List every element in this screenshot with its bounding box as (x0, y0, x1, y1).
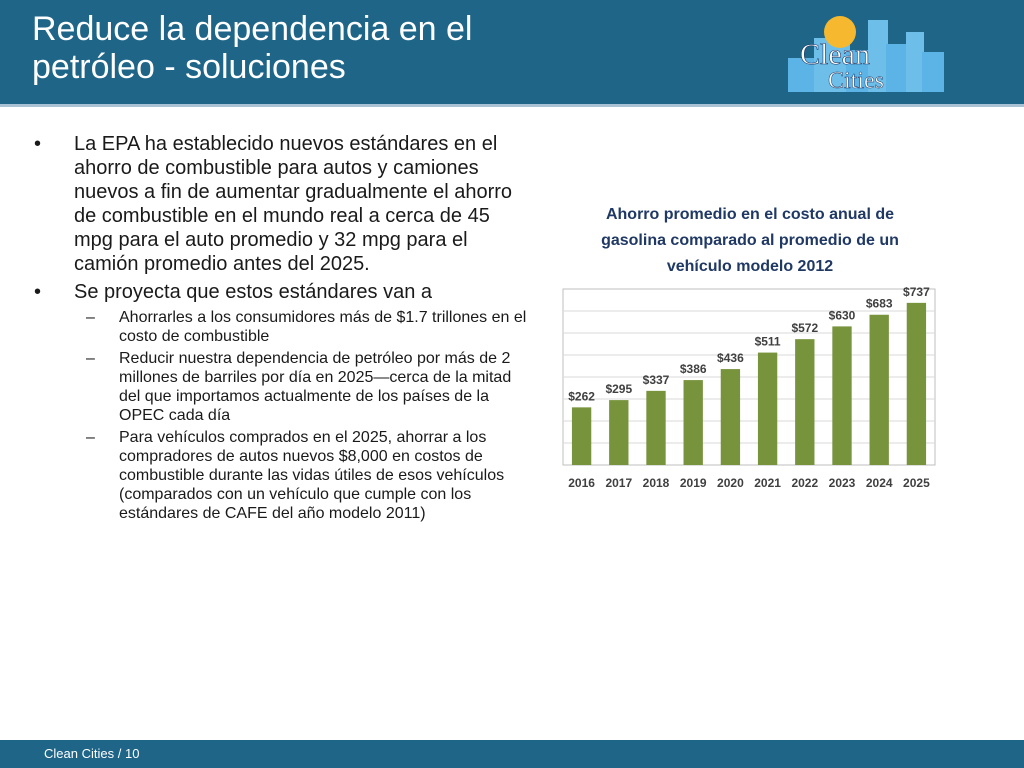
logo-building (922, 52, 944, 92)
chart-data-label: $262 (568, 389, 595, 403)
clean-cities-logo: Clean Cities (788, 16, 944, 94)
chart-bar (906, 302, 927, 465)
logo-sun (824, 16, 856, 48)
chart-bar (869, 314, 889, 465)
logo-building (906, 32, 924, 92)
logo-text-cities: Cities (828, 68, 884, 94)
chart-title-line: Ahorro promedio en el costo anual de (606, 206, 894, 223)
logo-text-clean: Clean (800, 38, 870, 71)
chart-bar (683, 380, 703, 465)
footer-label: Clean Cities (44, 746, 115, 761)
chart-data-label: $572 (791, 321, 818, 335)
chart-x-tick-label: 2019 (680, 476, 707, 490)
chart-data-label: $295 (605, 382, 632, 396)
chart-data-label: $436 (717, 351, 744, 365)
bullet-marker: • (34, 133, 42, 155)
chart-bar (646, 390, 666, 465)
footer-text: Clean Cities / 10 (44, 746, 139, 761)
chart-data-label: $683 (866, 297, 893, 311)
chart-x-tick-label: 2016 (568, 476, 595, 490)
page-number: 10 (124, 746, 140, 761)
chart-data-label: $386 (680, 362, 707, 376)
chart-bar (832, 326, 852, 465)
chart-bar (571, 407, 592, 465)
slide-title: Reduce la dependencia en el petróleo - s… (32, 10, 473, 86)
bullet-marker: • (34, 281, 42, 303)
chart-data-label: $511 (755, 335, 781, 349)
subbullet-marker: – (86, 350, 95, 367)
footer-separator: / (117, 746, 122, 761)
subbullet-text: Ahorrarles a los consumidores más de $1.… (119, 309, 527, 345)
chart-x-tick-label: 2018 (643, 476, 670, 490)
chart-x-tick-label: 2025 (903, 476, 930, 490)
subbullet-marker: – (86, 309, 95, 326)
chart-title-line: vehículo modelo 2012 (667, 258, 833, 275)
chart-bar (609, 400, 629, 465)
savings-bar-chart: Ahorro promedio en el costo anual de gaso… (562, 206, 936, 490)
bullet-item: • La EPA ha establecido nuevos estándare… (28, 132, 528, 276)
chart-x-tick-label: 2021 (754, 476, 781, 490)
slide-footer: Clean Cities / 10 (0, 740, 1024, 768)
subbullet-item: – Reducir nuestra dependencia de petróle… (28, 349, 528, 425)
logo-building (886, 44, 908, 92)
chart-bar (720, 369, 741, 465)
bullet-item: • Se proyecta que estos estándares van a (28, 280, 528, 304)
slide-content: • La EPA ha establecido nuevos estándare… (28, 132, 528, 526)
logo-building (846, 50, 870, 92)
chart-title-line: gasolina comparado al promedio de un (601, 232, 899, 249)
bullet-text: La EPA ha establecido nuevos estándares … (74, 133, 513, 275)
header-rule (0, 104, 1024, 107)
subbullet-item: – Ahorrarles a los consumidores más de $… (28, 308, 528, 346)
chart-data-label: $337 (643, 373, 670, 387)
chart-x-tick-label: 2020 (717, 476, 744, 490)
logo-building (868, 20, 888, 92)
chart-x-tick-label: 2024 (866, 476, 893, 490)
subbullet-text: Para vehículos comprados en el 2025, aho… (119, 429, 505, 522)
chart-bar (757, 352, 778, 465)
bullet-text: Se proyecta que estos estándares van a (74, 281, 433, 303)
chart-data-label: $630 (829, 308, 856, 322)
chart-data-label: $737 (903, 285, 930, 299)
chart-x-tick-label: 2023 (829, 476, 856, 490)
subbullet-marker: – (86, 429, 95, 446)
chart-x-tick-label: 2022 (791, 476, 818, 490)
subbullet-item: – Para vehículos comprados en el 2025, a… (28, 428, 528, 523)
subbullet-text: Reducir nuestra dependencia de petróleo … (119, 350, 512, 424)
chart-x-tick-label: 2017 (605, 476, 632, 490)
chart-bar (795, 339, 815, 465)
